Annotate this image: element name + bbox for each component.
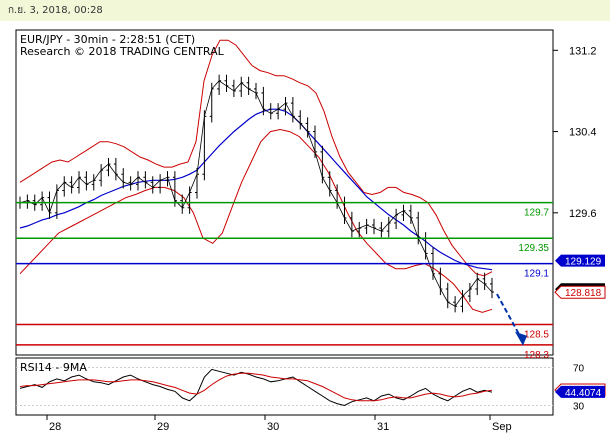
- bollinger-upper-line: [19, 39, 493, 277]
- rsi-tag-label: 44.4074: [565, 388, 602, 399]
- price-tick-label: 130.4: [569, 127, 597, 139]
- x-tick-label: 31: [377, 421, 389, 433]
- rsi-line: [19, 368, 493, 407]
- price-tag-label: 129.129: [565, 257, 602, 268]
- x-tick-label: 30: [267, 421, 279, 433]
- rsi-ma-line: [19, 372, 493, 402]
- price-tag-label: 128.818: [565, 288, 602, 299]
- price-tick-label: 131.2: [569, 45, 597, 57]
- price-tick-label: 129.6: [569, 208, 597, 220]
- x-tick-label: Sep: [492, 421, 512, 433]
- price-tag: [555, 254, 605, 267]
- rsi-panel-frame: [15, 357, 554, 416]
- price-panel-frame: [15, 29, 554, 356]
- forecast-arrow-head: [515, 331, 527, 346]
- level-label: 129.7: [524, 208, 549, 219]
- x-tick-label: 29: [157, 421, 169, 433]
- level-label: 128.5: [524, 330, 549, 341]
- rsi-label: RSI14 - 9MA: [20, 361, 87, 374]
- level-label: 128.3: [524, 350, 549, 361]
- chart-title: EUR/JPY - 30min - 2:28:51 (CET): [20, 33, 196, 46]
- timestamp: ก.ย. 3, 2018, 00:28: [0, 0, 610, 21]
- rsi-tag: [555, 385, 605, 398]
- rsi-tick-label: 30: [573, 402, 585, 413]
- bollinger-lower-line: [19, 128, 493, 313]
- price-tag: [554, 285, 606, 299]
- x-tick-label: 28: [49, 421, 61, 433]
- price-line: [19, 80, 493, 307]
- forecast-arrow-line: [496, 293, 523, 341]
- chart-subtitle: Research © 2018 TRADING CENTRAL: [20, 45, 224, 58]
- level-label: 129.35: [518, 243, 549, 254]
- level-label: 129.1: [524, 269, 549, 280]
- moving-average-line: [19, 108, 493, 271]
- rsi-tick-label: 70: [573, 364, 585, 375]
